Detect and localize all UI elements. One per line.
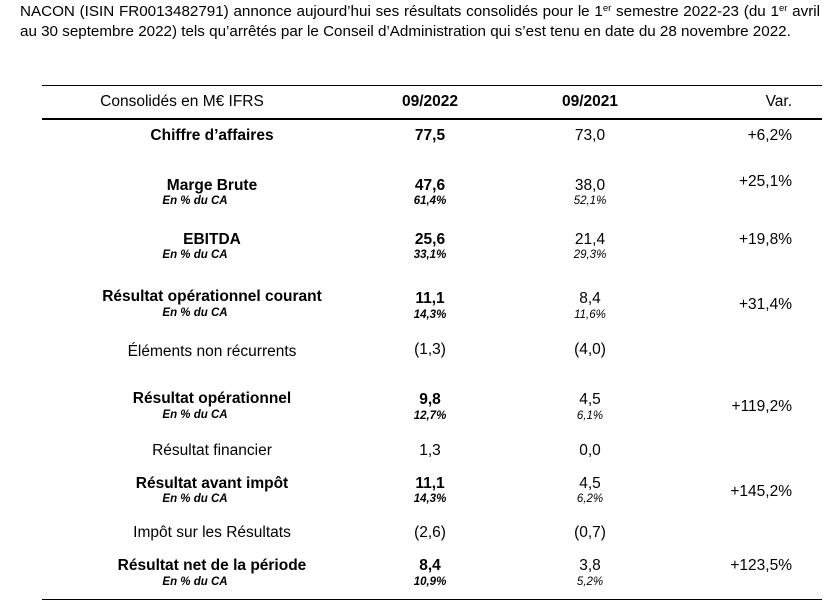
header-col-var: Var. bbox=[765, 93, 792, 110]
row-value-2022: 8,4 bbox=[419, 557, 441, 574]
header-col-2021: 09/2021 bbox=[561, 93, 619, 110]
row-value-2021: 4,5 bbox=[579, 391, 601, 408]
row-value-2021: 21,4 bbox=[574, 231, 606, 248]
table-top-rule bbox=[42, 85, 822, 86]
row-variation: +145,2% bbox=[730, 483, 792, 500]
row-value-2021: 0,0 bbox=[579, 442, 601, 459]
row-value-2022: 25,6 bbox=[414, 231, 446, 248]
row-label: Éléments non récurrents bbox=[127, 343, 297, 360]
row-value-2022: (2,6) bbox=[414, 524, 446, 541]
row-label: Marge Brute bbox=[166, 177, 258, 194]
row-percent-2022: 33,1% bbox=[413, 249, 447, 261]
row-percent-2021: 6,2% bbox=[576, 493, 604, 505]
header-col-2022: 09/2022 bbox=[401, 93, 459, 110]
row-percent-2021: 11,6% bbox=[574, 309, 606, 321]
row-variation: +19,8% bbox=[738, 231, 792, 248]
row-value-2022: 77,5 bbox=[414, 127, 446, 144]
row-sublabel: En % du CA bbox=[162, 576, 228, 588]
row-label: Impôt sur les Résultats bbox=[133, 524, 291, 541]
row-value-2021: (4,0) bbox=[574, 341, 606, 358]
intro-superscript-1: er bbox=[602, 3, 612, 14]
row-value-2021: (0,7) bbox=[574, 524, 606, 541]
row-variation: +119,2% bbox=[731, 398, 792, 415]
row-value-2022: (1,3) bbox=[414, 341, 446, 358]
row-variation: +25,1% bbox=[738, 173, 792, 190]
row-percent-2021: 6,1% bbox=[576, 410, 604, 422]
row-value-2021: 8,4 bbox=[579, 290, 601, 307]
row-value-2021: 73,0 bbox=[574, 127, 606, 144]
row-sublabel: En % du CA bbox=[162, 195, 228, 207]
table-bottom-rule bbox=[42, 599, 822, 600]
row-label: Résultat avant impôt bbox=[135, 475, 289, 492]
row-percent-2022: 10,9% bbox=[413, 576, 447, 588]
row-label: Résultat opérationnel courant bbox=[102, 288, 322, 305]
row-label: Résultat financier bbox=[152, 442, 272, 459]
row-value-2022: 47,6 bbox=[414, 177, 446, 194]
row-sublabel: En % du CA bbox=[162, 493, 228, 505]
row-value-2022: 1,3 bbox=[419, 442, 441, 459]
intro-text-3: avril au 30 septembre 2022) tels qu’arrê… bbox=[20, 3, 820, 40]
row-value-2021: 3,8 bbox=[579, 557, 601, 574]
row-label: Résultat net de la période bbox=[117, 557, 307, 574]
row-value-2022: 11,1 bbox=[415, 290, 445, 307]
row-value-2022: 9,8 bbox=[419, 391, 441, 408]
header-label: Consolidés en M€ IFRS bbox=[100, 93, 264, 110]
row-percent-2022: 12,7% bbox=[413, 410, 447, 422]
row-variation: +6,2% bbox=[747, 127, 792, 144]
row-sublabel: En % du CA bbox=[162, 409, 228, 421]
row-percent-2022: 14,3% bbox=[413, 493, 447, 505]
intro-text-1: NACON (ISIN FR0013482791) annonce aujour… bbox=[20, 3, 603, 20]
row-label: Chiffre d’affaires bbox=[150, 127, 274, 144]
intro-text-2: semestre 2022-23 (du 1 bbox=[611, 3, 779, 20]
row-percent-2022: 14,3% bbox=[413, 309, 447, 321]
row-variation: +31,4% bbox=[738, 296, 792, 313]
row-value-2022: 11,1 bbox=[415, 475, 445, 492]
row-percent-2021: 5,2% bbox=[576, 576, 604, 588]
row-percent-2021: 52,1% bbox=[573, 195, 607, 207]
row-sublabel: En % du CA bbox=[162, 249, 228, 261]
intro-superscript-2: er bbox=[778, 3, 788, 14]
table-header-rule bbox=[42, 118, 822, 120]
row-percent-2022: 61,4% bbox=[413, 195, 447, 207]
row-variation: +123,5% bbox=[730, 557, 792, 574]
row-label: Résultat opérationnel bbox=[132, 390, 292, 407]
row-value-2021: 4,5 bbox=[579, 475, 601, 492]
row-value-2021: 38,0 bbox=[574, 177, 606, 194]
row-sublabel: En % du CA bbox=[162, 307, 228, 319]
row-percent-2021: 29,3% bbox=[573, 249, 607, 261]
intro-paragraph: NACON (ISIN FR0013482791) annonce aujour… bbox=[20, 2, 820, 42]
row-label: EBITDA bbox=[183, 231, 241, 248]
